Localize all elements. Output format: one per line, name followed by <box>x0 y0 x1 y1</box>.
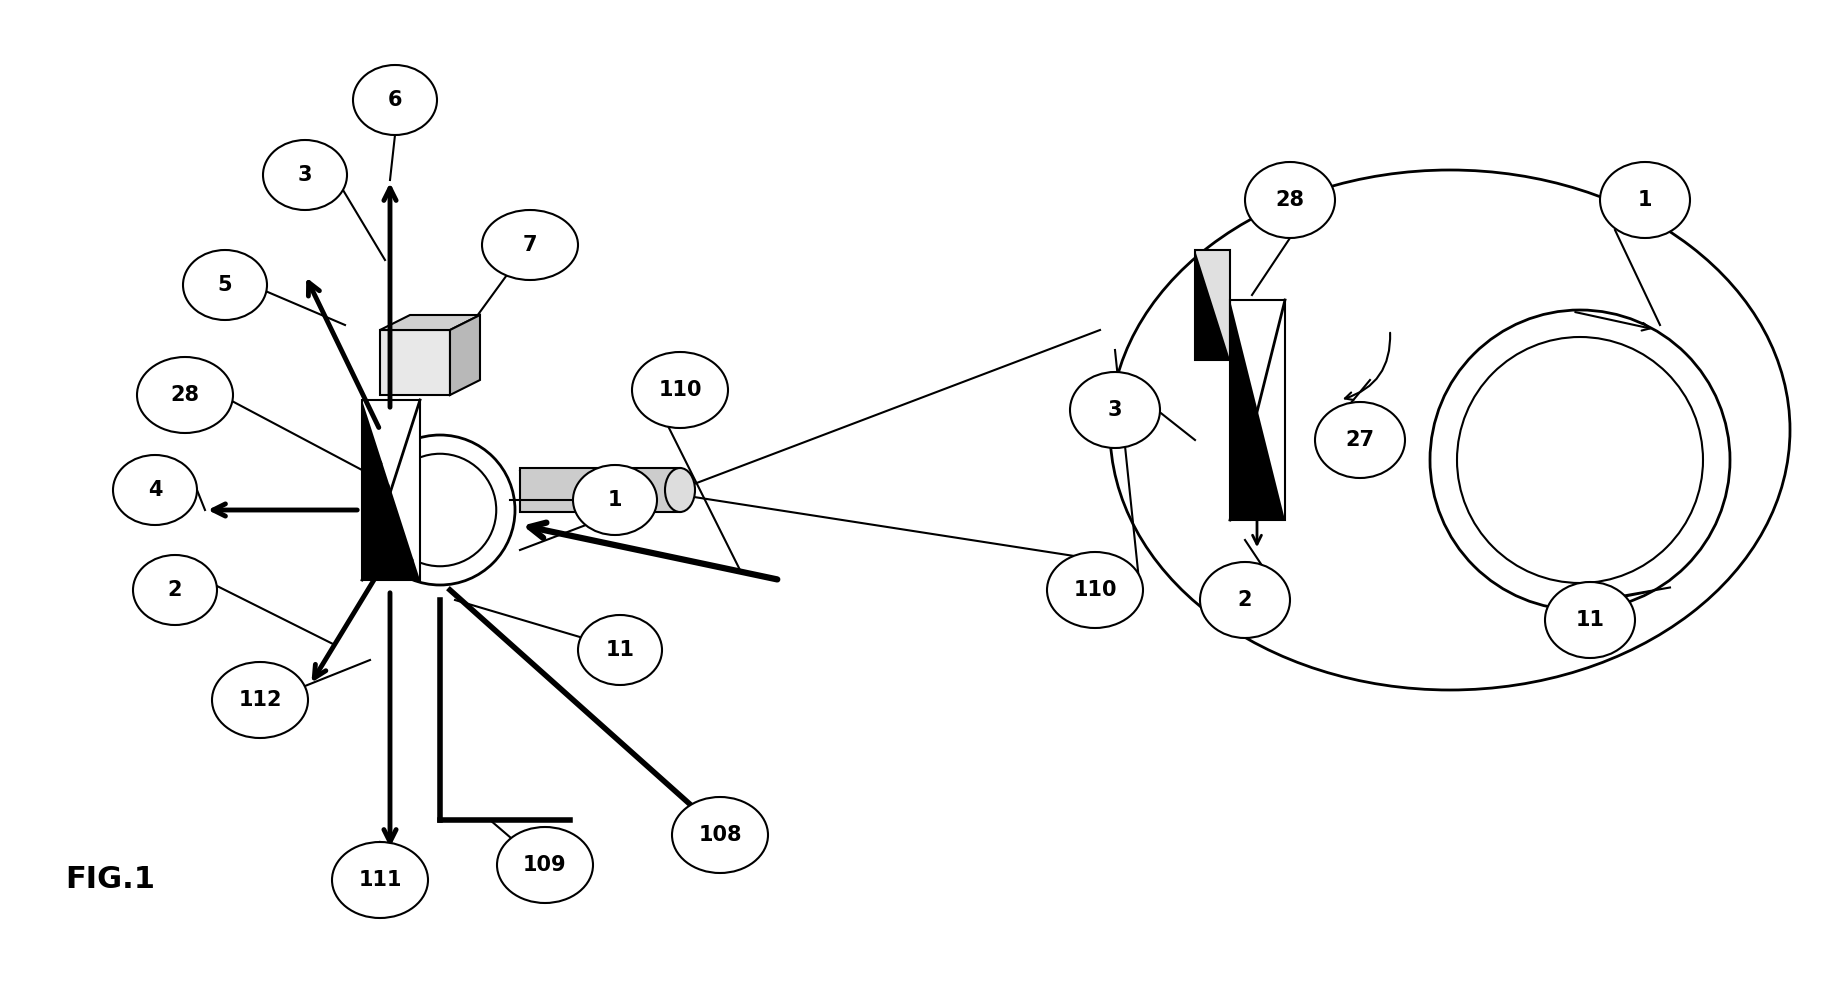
Text: 110: 110 <box>659 380 703 400</box>
Text: 7: 7 <box>522 235 537 255</box>
Text: FIG.1: FIG.1 <box>66 865 155 894</box>
Polygon shape <box>361 400 420 580</box>
Polygon shape <box>380 315 480 330</box>
Text: 1: 1 <box>1637 190 1652 210</box>
Ellipse shape <box>1601 162 1690 238</box>
Text: 28: 28 <box>170 385 199 405</box>
Ellipse shape <box>137 357 234 433</box>
Ellipse shape <box>672 797 768 873</box>
Text: 3: 3 <box>297 165 312 185</box>
Ellipse shape <box>1048 552 1142 628</box>
Ellipse shape <box>133 555 217 625</box>
Ellipse shape <box>1245 162 1336 238</box>
Text: 110: 110 <box>1073 580 1117 600</box>
Polygon shape <box>1230 300 1285 520</box>
Ellipse shape <box>212 662 308 738</box>
Ellipse shape <box>482 210 579 280</box>
Ellipse shape <box>1546 582 1635 658</box>
Polygon shape <box>451 315 480 395</box>
Ellipse shape <box>1316 402 1405 478</box>
Ellipse shape <box>1201 562 1290 638</box>
Text: 11: 11 <box>1575 610 1604 630</box>
Text: 3: 3 <box>1108 400 1122 420</box>
Text: 5: 5 <box>217 275 232 295</box>
Text: 11: 11 <box>606 640 635 660</box>
Circle shape <box>1456 337 1703 583</box>
Ellipse shape <box>1110 170 1790 690</box>
Ellipse shape <box>263 140 347 210</box>
Text: 4: 4 <box>148 480 162 500</box>
Polygon shape <box>1195 250 1230 360</box>
Text: 1: 1 <box>608 490 622 510</box>
Ellipse shape <box>631 352 728 428</box>
Text: 6: 6 <box>387 90 402 110</box>
Ellipse shape <box>573 465 657 535</box>
Ellipse shape <box>182 250 266 320</box>
Text: 111: 111 <box>358 870 402 890</box>
Ellipse shape <box>332 842 429 918</box>
Text: 27: 27 <box>1345 430 1374 450</box>
Text: 108: 108 <box>699 825 741 845</box>
Polygon shape <box>1195 250 1230 360</box>
Circle shape <box>365 435 515 585</box>
Ellipse shape <box>1069 372 1161 448</box>
Text: 2: 2 <box>168 580 183 600</box>
Text: 112: 112 <box>239 690 281 710</box>
Ellipse shape <box>352 65 436 135</box>
Polygon shape <box>1230 300 1285 520</box>
Text: 2: 2 <box>1237 590 1252 610</box>
Circle shape <box>383 454 496 566</box>
Ellipse shape <box>664 468 695 512</box>
Polygon shape <box>520 468 681 512</box>
Text: 109: 109 <box>524 855 568 875</box>
Ellipse shape <box>579 615 662 685</box>
Polygon shape <box>361 400 420 580</box>
Polygon shape <box>380 330 451 395</box>
Ellipse shape <box>496 827 593 903</box>
Text: 28: 28 <box>1276 190 1305 210</box>
Ellipse shape <box>113 455 197 525</box>
Circle shape <box>1431 310 1730 610</box>
